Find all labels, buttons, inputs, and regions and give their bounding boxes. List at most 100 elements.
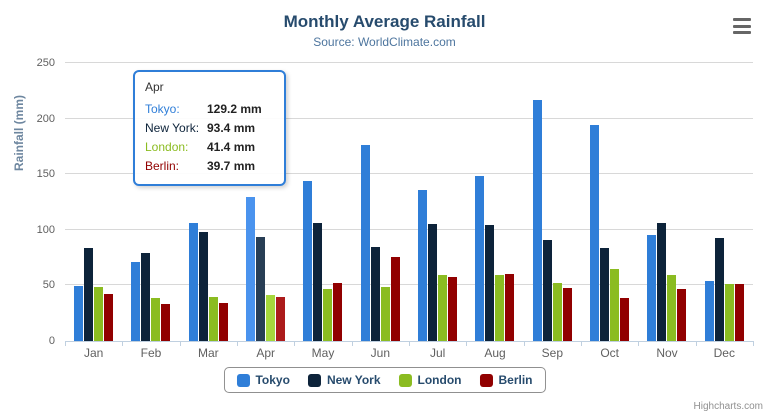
bar-group-may (294, 63, 351, 341)
tooltip-series-label: London: (145, 140, 189, 154)
highcharts-credit-link[interactable]: Highcharts.com (693, 401, 763, 412)
bar-new-york-jun[interactable] (370, 247, 380, 341)
tooltip: Apr Tokyo: 129.2 mm New York: 93.4 mm London… (133, 70, 286, 186)
plot-area (65, 62, 754, 346)
bar-london-nov[interactable] (667, 275, 677, 341)
bar-london-mar[interactable] (208, 297, 218, 341)
bar-new-york-jan[interactable] (84, 248, 94, 341)
bar-tokyo-oct[interactable] (590, 125, 600, 341)
bar-berlin-aug[interactable] (505, 273, 515, 341)
x-axis-tick (409, 341, 410, 346)
bar-berlin-jul[interactable] (448, 277, 458, 341)
chart-subtitle: Source: WorldClimate.com (313, 35, 456, 49)
bar-group-apr (237, 63, 294, 341)
bar-berlin-apr[interactable] (276, 296, 286, 341)
bar-group-sep (524, 63, 581, 341)
legend-label: London (417, 373, 462, 387)
bar-tokyo-apr[interactable] (246, 197, 256, 341)
legend: Tokyo New York London Berlin (223, 367, 546, 393)
tooltip-rows: Tokyo: 129.2 mm New York: 93.4 mm London: 41.… (145, 100, 274, 176)
bar-london-apr[interactable] (266, 295, 276, 341)
bar-new-york-may[interactable] (313, 223, 323, 341)
x-axis-label-nov: Nov (656, 346, 678, 360)
legend-item-berlin[interactable]: Berlin (479, 373, 533, 387)
tooltip-row-tokyo: Tokyo: 129.2 mm (145, 100, 274, 119)
x-axis-tick (466, 341, 467, 346)
x-axis-tick (753, 341, 754, 346)
bar-new-york-apr[interactable] (256, 237, 266, 341)
export-menu-button[interactable] (731, 16, 755, 36)
bar-group-jul (409, 63, 466, 341)
legend-swatch-tokyo (236, 373, 250, 387)
x-axis-tick (352, 341, 353, 346)
bar-new-york-jul[interactable] (428, 224, 438, 341)
bar-tokyo-aug[interactable] (475, 175, 485, 341)
legend-item-tokyo[interactable]: Tokyo (236, 373, 290, 387)
x-axis-tick (122, 341, 123, 346)
bar-tokyo-may[interactable] (303, 180, 313, 341)
tooltip-series-value: 41.4 mm (207, 140, 256, 154)
tooltip-series-value: 39.7 mm (207, 159, 256, 173)
bar-london-dec[interactable] (724, 284, 734, 341)
x-axis-tick (638, 341, 639, 346)
bar-group-aug (466, 63, 523, 341)
bar-tokyo-sep[interactable] (532, 100, 542, 341)
bar-tokyo-nov[interactable] (647, 234, 657, 341)
y-axis-label-200: 200 (36, 112, 55, 125)
legend-swatch-new-york (307, 373, 321, 387)
gridline-250 (65, 62, 753, 63)
bar-london-feb[interactable] (151, 297, 161, 341)
bar-tokyo-jun[interactable] (360, 145, 370, 341)
bar-berlin-mar[interactable] (218, 302, 228, 341)
x-axis-tick (524, 341, 525, 346)
legend-item-london[interactable]: London (398, 373, 462, 387)
bar-group-jun (352, 63, 409, 341)
x-axis-label-sep: Sep (541, 346, 563, 360)
hamburger-icon (733, 31, 751, 34)
bar-berlin-nov[interactable] (677, 289, 687, 341)
y-axis-title: Rainfall (mm) (12, 94, 26, 171)
bar-new-york-mar[interactable] (198, 231, 208, 341)
tooltip-header: Apr (145, 80, 164, 94)
bar-new-york-dec[interactable] (714, 238, 724, 341)
bar-new-york-aug[interactable] (485, 225, 495, 341)
bar-berlin-feb[interactable] (161, 304, 171, 341)
bar-london-jun[interactable] (380, 287, 390, 341)
x-axis-tick (180, 341, 181, 346)
bar-group-mar (180, 63, 237, 341)
bar-group-dec (696, 63, 753, 341)
x-axis-tick (581, 341, 582, 346)
bar-london-aug[interactable] (495, 274, 505, 341)
x-axis-tick (294, 341, 295, 346)
bar-london-jul[interactable] (438, 275, 448, 341)
legend-swatch-berlin (479, 373, 493, 387)
gridline-200 (65, 117, 753, 119)
bar-london-oct[interactable] (610, 268, 620, 341)
bar-tokyo-mar[interactable] (188, 222, 198, 341)
tooltip-series-label: Berlin: (145, 159, 180, 173)
tooltip-row-new-york: New York: 93.4 mm (145, 119, 274, 138)
bar-berlin-oct[interactable] (620, 297, 630, 341)
bar-berlin-jun[interactable] (390, 257, 400, 341)
bar-new-york-oct[interactable] (600, 248, 610, 341)
tooltip-row-berlin: Berlin: 39.7 mm (145, 157, 274, 176)
bar-new-york-sep[interactable] (542, 239, 552, 341)
bar-tokyo-jul[interactable] (418, 190, 428, 341)
legend-item-new-york[interactable]: New York (307, 373, 381, 387)
bar-london-sep[interactable] (552, 282, 562, 341)
bar-london-jan[interactable] (94, 286, 104, 341)
bar-berlin-sep[interactable] (562, 288, 572, 341)
bar-tokyo-jan[interactable] (74, 285, 84, 341)
bar-tokyo-feb[interactable] (131, 261, 141, 341)
bar-new-york-nov[interactable] (657, 222, 667, 341)
bar-berlin-may[interactable] (333, 282, 343, 341)
bar-berlin-jan[interactable] (104, 293, 114, 341)
bar-new-york-feb[interactable] (141, 253, 151, 341)
tooltip-series-value: 129.2 mm (207, 102, 262, 116)
chart-title: Monthly Average Rainfall (283, 12, 486, 31)
bar-london-may[interactable] (323, 288, 333, 341)
y-axis-label-100: 100 (36, 223, 55, 236)
bar-tokyo-dec[interactable] (704, 280, 714, 341)
bar-berlin-dec[interactable] (734, 284, 744, 341)
